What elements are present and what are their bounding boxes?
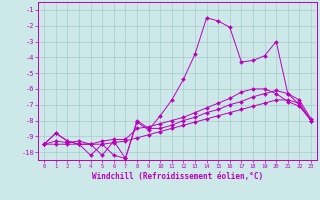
X-axis label: Windchill (Refroidissement éolien,°C): Windchill (Refroidissement éolien,°C) (92, 172, 263, 181)
